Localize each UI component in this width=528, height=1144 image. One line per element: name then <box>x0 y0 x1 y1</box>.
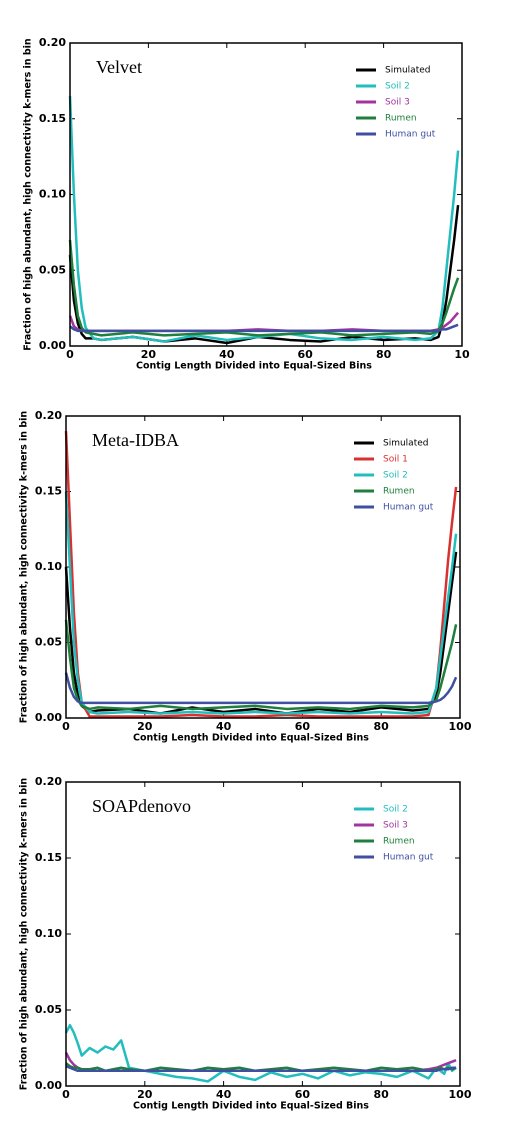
y-tick-label: 0.00 <box>35 1079 62 1092</box>
x-tick-label: 80 <box>374 1088 390 1101</box>
y-tick-label: 0.15 <box>39 112 66 125</box>
legend-label: Human gut <box>383 503 434 513</box>
x-tick-label: 40 <box>216 1088 232 1101</box>
legend-label: Soil 2 <box>383 805 408 815</box>
x-tick-label: 60 <box>295 720 311 733</box>
series-line <box>65 1065 457 1073</box>
y-tick-label: 0.20 <box>35 775 62 788</box>
chart: 0.00 0.05 0.10 0.15 0.20 0 20 40 60 80 10 Velvet Con… <box>23 36 470 372</box>
series-line <box>69 323 459 333</box>
x-tick-label: 0 <box>62 1088 70 1101</box>
x-tick-label: 40 <box>219 348 235 361</box>
y-tick-label: 0.05 <box>35 1003 62 1016</box>
y-tick-label: 0.00 <box>35 711 62 724</box>
y-tick-label: 0.05 <box>39 263 66 276</box>
legend-label: Rumen <box>383 837 415 847</box>
legend-label: Rumen <box>385 114 417 124</box>
y-tick-label: 0.15 <box>35 851 62 864</box>
x-tick-label: 0 <box>62 720 70 733</box>
y-axis-label: Fraction of high abundant, high connecti… <box>19 778 30 1091</box>
y-tick-label: 0.10 <box>35 560 62 573</box>
chart-title: Meta-IDBA <box>92 430 179 450</box>
x-tick-label: 20 <box>141 348 157 361</box>
x-axis-label: Contig Length Divided into Equal-Sized B… <box>133 1101 369 1112</box>
chart: 0.00 0.05 0.10 0.15 0.20 0 20 40 60 80 100 SOAPdeno… <box>19 775 472 1112</box>
chart: 0.00 0.05 0.10 0.15 0.20 0 20 40 60 80 100 Meta-IDB… <box>19 409 472 744</box>
series-line <box>68 311 460 333</box>
x-tick-label: 40 <box>216 720 232 733</box>
x-tick-label: 80 <box>376 348 392 361</box>
chart-title: Velvet <box>96 57 142 77</box>
y-tick-label: 0.15 <box>35 485 62 498</box>
x-tick-label: 60 <box>298 348 314 361</box>
y-tick-label: 0.20 <box>35 409 62 422</box>
plot-frame <box>65 781 461 1087</box>
legend-label: Human gut <box>385 130 436 140</box>
series-line <box>64 672 458 705</box>
x-tick-label: 100 <box>449 720 472 733</box>
legend-label: Soil 2 <box>383 471 408 481</box>
series-line <box>64 619 458 711</box>
series-line <box>68 239 460 337</box>
series-line <box>64 1023 457 1083</box>
chart-title: SOAPdenovo <box>92 796 191 816</box>
x-axis-label: Contig Length Divided into Equal-Sized B… <box>136 361 372 372</box>
legend-label: Soil 3 <box>385 98 410 108</box>
legend-label: Rumen <box>383 487 415 497</box>
x-tick-label: 0 <box>66 348 74 361</box>
series-line <box>68 204 460 345</box>
legend-label: Soil 2 <box>385 82 410 92</box>
legend-label: Simulated <box>383 439 428 449</box>
y-tick-label: 0.10 <box>35 927 62 940</box>
x-tick-label: 20 <box>137 720 153 733</box>
legend-label: Soil 3 <box>383 821 408 831</box>
x-tick-label: 20 <box>137 1088 153 1101</box>
series-line <box>64 491 458 715</box>
y-tick-label: 0.05 <box>35 636 62 649</box>
y-tick-label: 0.10 <box>39 188 66 201</box>
y-tick-label: 0.20 <box>39 36 66 49</box>
plot-frame <box>69 42 463 347</box>
x-tick-label: 60 <box>295 1088 311 1101</box>
series-line <box>64 551 458 715</box>
x-axis-label: Contig Length Divided into Equal-Sized B… <box>133 733 369 744</box>
y-axis-label: Fraction of high abundant, high connecti… <box>23 38 34 351</box>
x-tick-label: 10 <box>454 348 470 361</box>
legend-label: Soil 1 <box>383 455 408 465</box>
x-tick-label: 80 <box>374 720 390 733</box>
legend-label: Simulated <box>385 66 430 76</box>
plot-frame <box>65 415 461 719</box>
legend-label: Human gut <box>383 853 434 863</box>
y-tick-label: 0.00 <box>39 339 66 352</box>
x-tick-label: 100 <box>449 1088 472 1101</box>
y-axis-label: Fraction of high abundant, high connecti… <box>19 411 30 724</box>
